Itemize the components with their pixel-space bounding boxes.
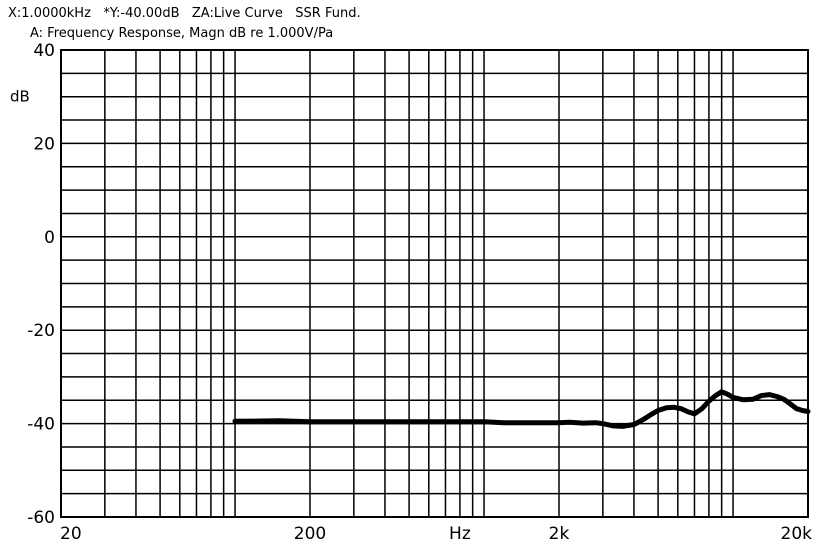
y-tick-label: -40: [27, 415, 55, 435]
series-layer: [232, 389, 811, 429]
mode-label: SSR Fund.: [295, 6, 361, 21]
x-tick-label: 2k: [549, 524, 570, 544]
x-tick-label: 200: [294, 524, 326, 544]
cursor-readout: X:1.0000kHz *Y:-40.00dB ZA:Live Curve SS…: [8, 6, 361, 21]
y-tick-label: 40: [33, 41, 55, 61]
y-tick-label: -20: [27, 321, 55, 341]
grid: [60, 49, 809, 518]
y-axis-label: dB: [10, 88, 30, 106]
y-tick-label: 0: [44, 228, 55, 248]
chart-title: A: Frequency Response, Magn dB re 1.000V…: [30, 26, 334, 41]
y-tick-label: 20: [33, 134, 55, 154]
plot-frame: [60, 49, 809, 518]
y-tick-label: -60: [27, 508, 55, 528]
y-readout: *Y:-40.00dB: [103, 6, 180, 21]
x-axis-label: Hz: [449, 524, 471, 544]
za-readout: ZA:Live Curve: [191, 6, 283, 21]
x-tick-label: 20: [60, 524, 82, 544]
response-curve: [232, 389, 811, 429]
x-tick-label: 20k: [781, 524, 813, 544]
x-readout: X:1.0000kHz: [8, 6, 91, 21]
